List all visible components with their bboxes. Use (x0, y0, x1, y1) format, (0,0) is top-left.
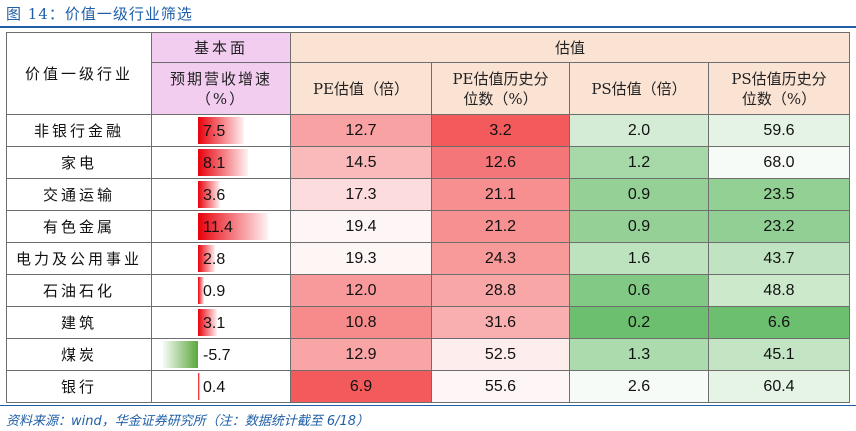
ps-cell: 0.9 (569, 210, 709, 243)
growth-databar (198, 245, 216, 272)
ps-percentile-cell: 23.5 (708, 178, 850, 211)
industry-cell: 建筑 (6, 306, 152, 339)
table-row: 交通运输 3.6 17.3 21.1 0.9 23.5 (6, 178, 850, 211)
pe-cell: 17.3 (290, 178, 432, 211)
growth-value: 2.8 (203, 250, 226, 268)
table-row: 石油石化 0.9 12.0 28.8 0.6 48.8 (6, 274, 850, 307)
ps-cell: 2.6 (569, 370, 709, 403)
pe-cell: 14.5 (290, 146, 432, 179)
header-ps: PS估值（倍） (569, 62, 709, 115)
ps-percentile-cell: 60.4 (708, 370, 850, 403)
growth-databar (198, 117, 245, 144)
growth-cell: 0.4 (151, 370, 291, 403)
ps-cell: 0.9 (569, 178, 709, 211)
growth-value: 7.5 (203, 122, 226, 140)
growth-cell: 3.6 (151, 178, 291, 211)
pe-percentile-cell: 12.6 (431, 146, 570, 179)
header-pe: PE估值（倍） (290, 62, 432, 115)
figure-title: 图 14：价值一级行业筛选 (6, 5, 193, 23)
growth-cell: 11.4 (151, 210, 291, 243)
growth-cell: -5.7 (151, 338, 291, 371)
growth-value: 8.1 (203, 154, 226, 172)
table-row: 电力及公用事业 2.8 19.3 24.3 1.6 43.7 (6, 242, 850, 275)
table-row: 建筑 3.1 10.8 31.6 0.2 6.6 (6, 306, 850, 339)
ps-cell: 0.2 (569, 306, 709, 339)
header-valuation-group: 估值 (290, 32, 850, 63)
ps-percentile-cell: 6.6 (708, 306, 850, 339)
growth-databar (163, 341, 198, 368)
growth-databar (198, 213, 268, 240)
industry-cell: 石油石化 (6, 274, 152, 307)
pe-cell: 19.3 (290, 242, 432, 275)
growth-cell: 0.9 (151, 274, 291, 307)
ps-cell: 0.6 (569, 274, 709, 307)
header-fundamentals-group: 基本面 (151, 32, 291, 63)
growth-databar (198, 181, 221, 208)
ps-percentile-cell: 45.1 (708, 338, 850, 371)
growth-databar (198, 373, 201, 400)
growth-cell: 3.1 (151, 306, 291, 339)
header-industry: 价值一级行业 (6, 32, 152, 115)
header-pe-percentile: PE估值历史分位数（%） (431, 62, 570, 115)
industry-screening-table: 价值一级行业 基本面 估值 预期营收增速（%） PE估值（倍） PE估值历史分位… (6, 32, 850, 403)
pe-cell: 19.4 (290, 210, 432, 243)
table-row: 家电 8.1 14.5 12.6 1.2 68.0 (6, 146, 850, 179)
pe-cell: 6.9 (290, 370, 432, 403)
ps-percentile-cell: 59.6 (708, 114, 850, 147)
pe-percentile-cell: 55.6 (431, 370, 570, 403)
industry-cell: 电力及公用事业 (6, 242, 152, 275)
growth-databar (198, 277, 204, 304)
source-note: 资料来源：wind，华金证券研究所（注：数据统计截至 6/18） (6, 414, 370, 429)
industry-cell: 非银行金融 (6, 114, 152, 147)
pe-cell: 12.9 (290, 338, 432, 371)
ps-percentile-cell: 48.8 (708, 274, 850, 307)
pe-percentile-cell: 21.1 (431, 178, 570, 211)
pe-cell: 10.8 (290, 306, 432, 339)
ps-cell: 1.6 (569, 242, 709, 275)
growth-databar (198, 309, 218, 336)
header-growth: 预期营收增速（%） (151, 62, 291, 115)
industry-cell: 家电 (6, 146, 152, 179)
growth-value: 0.9 (203, 282, 226, 300)
growth-cell: 8.1 (151, 146, 291, 179)
growth-cell: 2.8 (151, 242, 291, 275)
ps-cell: 1.2 (569, 146, 709, 179)
title-rule (0, 26, 856, 28)
growth-value: -5.7 (203, 346, 231, 364)
table-row: 煤炭 -5.7 12.9 52.5 1.3 45.1 (6, 338, 850, 371)
table-row: 有色金属 11.4 19.4 21.2 0.9 23.2 (6, 210, 850, 243)
ps-percentile-cell: 23.2 (708, 210, 850, 243)
ps-cell: 1.3 (569, 338, 709, 371)
growth-value: 0.4 (203, 378, 226, 396)
industry-cell: 银行 (6, 370, 152, 403)
ps-percentile-cell: 43.7 (708, 242, 850, 275)
industry-cell: 有色金属 (6, 210, 152, 243)
growth-value: 11.4 (203, 218, 233, 236)
growth-value: 3.6 (203, 186, 226, 204)
pe-percentile-cell: 31.6 (431, 306, 570, 339)
growth-cell: 7.5 (151, 114, 291, 147)
ps-percentile-cell: 68.0 (708, 146, 850, 179)
pe-cell: 12.0 (290, 274, 432, 307)
header-ps-percentile: PS估值历史分位数（%） (708, 62, 850, 115)
pe-percentile-cell: 24.3 (431, 242, 570, 275)
pe-percentile-cell: 28.8 (431, 274, 570, 307)
pe-percentile-cell: 3.2 (431, 114, 570, 147)
growth-databar (198, 149, 248, 176)
table-row: 银行 0.4 6.9 55.6 2.6 60.4 (6, 370, 850, 403)
source-rule (0, 405, 856, 406)
pe-cell: 12.7 (290, 114, 432, 147)
pe-percentile-cell: 21.2 (431, 210, 570, 243)
growth-value: 3.1 (203, 314, 226, 332)
ps-cell: 2.0 (569, 114, 709, 147)
pe-percentile-cell: 52.5 (431, 338, 570, 371)
industry-cell: 交通运输 (6, 178, 152, 211)
industry-cell: 煤炭 (6, 338, 152, 371)
table-row: 非银行金融 7.5 12.7 3.2 2.0 59.6 (6, 114, 850, 147)
